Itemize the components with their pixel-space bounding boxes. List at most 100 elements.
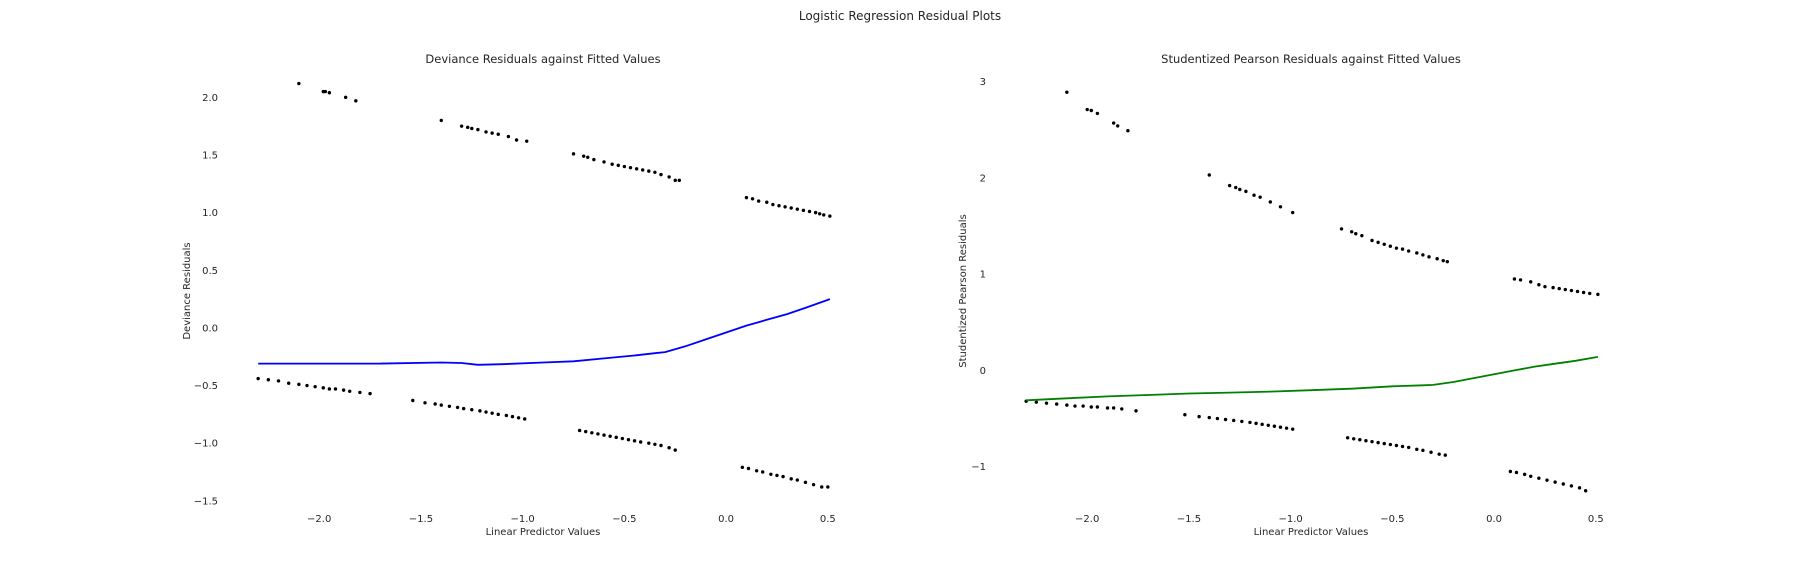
y-tick-label: 0.0 [202,323,218,334]
y-axis-label: Studentized Pearson Residuals [958,214,969,367]
residual-point [333,387,338,391]
residual-point [1284,426,1289,430]
residual-point [581,154,586,158]
residual-point [1406,445,1411,450]
residual-point [343,95,348,100]
residual-point [496,132,500,136]
residual-point [305,383,309,388]
x-axis-label: Linear Predictor Values [486,527,601,538]
residual-point [614,435,618,440]
x-tick-label: −0.5 [1380,514,1404,525]
residual-point [1529,280,1533,284]
residual-point [455,405,460,410]
residual-point [1252,193,1256,197]
residual-point [1134,409,1138,413]
residual-point [754,469,759,473]
residual-point [1537,476,1541,480]
residual-point [1551,285,1555,290]
residual-point [586,155,590,159]
residual-point [1443,453,1447,457]
residual-point [1563,287,1568,292]
residual-point [1260,422,1264,427]
residual-point [297,81,301,86]
residual-point [514,138,519,142]
residual-point [659,172,663,177]
residual-point [777,204,781,208]
residual-point [1394,246,1399,250]
residual-point [1596,292,1600,297]
residual-point [470,408,474,412]
residual-point [1095,405,1100,409]
residual-point [354,99,358,103]
residual-point [602,433,606,437]
residual-point [1400,444,1405,449]
residual-point [801,208,806,213]
residual-point [795,207,800,211]
chart-title: Studentized Pearson Residuals against Fi… [1161,52,1461,66]
residual-point [1569,484,1574,488]
residual-point [1358,438,1362,442]
residual-point [1518,278,1523,282]
residual-point [1435,257,1439,261]
residual-point [640,168,645,172]
residual-point [1581,290,1586,295]
y-tick-label: 1.5 [202,150,218,161]
residual-point [771,202,775,207]
residual-point [510,414,515,419]
residual-point [610,162,614,166]
x-tick-label: −1.5 [1177,514,1201,525]
residual-point [746,466,751,471]
residual-point [807,209,812,214]
residual-point [1415,251,1419,255]
residual-point [1441,258,1445,263]
residual-point [590,431,594,435]
residual-point [1248,420,1252,425]
residual-point [1588,291,1592,296]
x-tick-label: 0.5 [820,514,836,525]
residual-point [673,178,677,183]
residual-point [297,382,301,387]
pearson-residual-plot: Studentized Pearson Residuals against Fi… [958,52,1604,538]
residual-point [1240,419,1244,424]
residual-point [1512,277,1517,281]
residual-point [1445,259,1450,264]
residual-point [817,212,822,216]
residual-point [313,384,317,389]
residual-point [740,465,745,470]
residual-point [266,378,271,382]
residual-point [647,441,651,445]
residual-point [577,428,582,433]
residual-point [1111,121,1116,125]
residual-point [1105,406,1110,410]
y-tick-label: 3 [980,77,986,88]
residual-point [789,206,793,210]
residual-point [1569,288,1574,293]
residual-point [506,134,511,139]
x-tick-label: −0.5 [612,514,636,525]
residual-point [820,485,824,489]
y-tick-label: 0 [980,366,986,377]
residual-point [368,391,372,396]
residual-point [470,126,474,131]
residual-point [459,124,464,128]
residual-point [1429,450,1433,454]
residual-point [1120,407,1124,411]
residual-point [411,398,415,403]
residual-point [525,139,529,143]
residual-point [1354,232,1358,236]
residual-point [828,214,832,218]
residual-point [1370,238,1374,243]
residual-point [783,205,787,209]
residual-point [1345,436,1350,440]
residual-point [476,127,480,132]
residual-point [1388,244,1393,248]
residual-point [1268,200,1273,204]
residual-point [1415,447,1419,452]
residual-point [813,210,818,215]
residual-point [1400,247,1405,251]
residual-point [659,443,663,448]
residual-point [439,403,443,407]
residual-point [1116,124,1120,128]
residual-point [1197,414,1201,419]
